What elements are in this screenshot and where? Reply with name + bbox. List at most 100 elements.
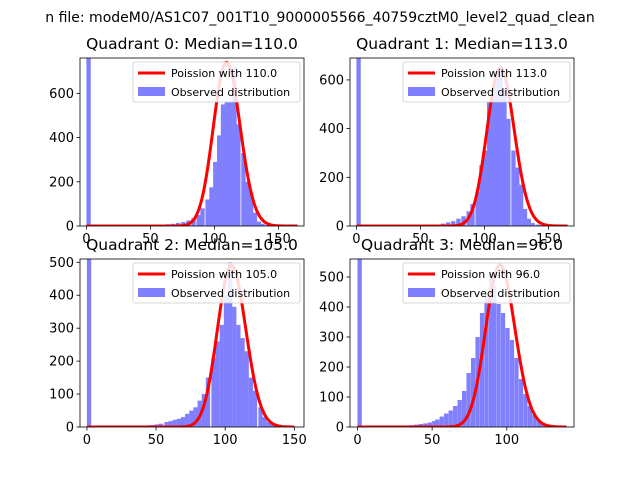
histogram-bar <box>536 421 541 427</box>
histogram-bar <box>451 221 456 226</box>
plot-area <box>356 58 568 226</box>
histogram-bar <box>209 187 214 226</box>
x-tick-label: 50 <box>412 232 429 247</box>
histogram-bar <box>86 259 92 427</box>
subplot-title: Quadrant 2: Median=105.0 <box>86 236 298 254</box>
histogram-bar <box>211 357 216 427</box>
histogram-bar <box>189 410 194 427</box>
histogram-bar <box>232 306 237 427</box>
histogram-bar <box>248 192 254 226</box>
y-tick-label: 500 <box>319 271 344 286</box>
histogram-bar <box>240 338 245 427</box>
legend-label-poisson: Poission with 110.0 <box>171 67 277 80</box>
y-tick-label: 600 <box>49 87 74 102</box>
histogram-bar <box>526 218 531 226</box>
y-tick-label: 500 <box>49 256 74 271</box>
histogram-bar <box>215 341 220 427</box>
histogram-bar <box>168 421 173 427</box>
histogram-bar <box>86 58 91 226</box>
legend-frame <box>132 61 301 103</box>
plot-area <box>357 259 567 427</box>
y-tick-label: 0 <box>336 220 344 235</box>
histogram-bar <box>470 204 475 226</box>
histogram-bar <box>439 416 444 427</box>
histogram-bar <box>448 410 453 427</box>
histogram-bar <box>176 418 182 427</box>
histogram-bar <box>265 224 270 226</box>
y-tick-label: 200 <box>319 361 344 376</box>
histogram-bar <box>466 373 471 427</box>
x-tick-label: 100 <box>472 232 497 247</box>
histogram-bar <box>483 150 488 226</box>
y-tick-label: 400 <box>49 131 74 146</box>
y-tick-label: 100 <box>319 391 344 406</box>
histogram-bar <box>490 89 496 226</box>
histogram-bar <box>500 313 506 427</box>
legend-label-observed: Observed distribution <box>441 86 560 99</box>
y-tick-label: 200 <box>49 175 74 190</box>
histogram-bar <box>456 218 461 226</box>
histogram-bar <box>470 358 476 427</box>
x-tick-label: 0 <box>352 232 360 247</box>
y-tick-label: 200 <box>49 355 74 370</box>
y-tick-label: 300 <box>49 322 74 337</box>
y-tick-label: 0 <box>66 421 74 436</box>
histogram-bar <box>244 351 249 427</box>
axes-frame <box>79 57 305 227</box>
histogram-bar <box>432 421 437 427</box>
y-tick-label: 0 <box>66 220 74 235</box>
histogram-bar <box>539 424 544 427</box>
legend-bar-swatch <box>138 87 165 96</box>
histogram-bar <box>498 67 503 226</box>
axes-frame <box>79 258 305 428</box>
y-tick-label: 200 <box>319 171 344 186</box>
y-tick-label: 600 <box>319 73 344 88</box>
histogram-bar <box>205 199 210 226</box>
histogram-bar <box>518 184 524 226</box>
poisson-curve <box>356 66 568 226</box>
axes-frame <box>349 258 575 428</box>
histogram-bar <box>435 419 440 427</box>
histogram-bar <box>245 181 250 226</box>
histogram-bar <box>227 262 233 427</box>
figure-suptitle: n file: modeM0/AS1C07_001T10_9000005566_… <box>45 10 594 26</box>
histogram-bar <box>522 208 528 226</box>
legend-label-poisson: Poission with 105.0 <box>171 268 277 281</box>
histogram-bar <box>446 222 451 226</box>
histogram-bar <box>494 75 499 226</box>
x-tick-label: 100 <box>213 433 238 448</box>
x-tick-label: 100 <box>494 433 519 448</box>
histogram-bar <box>241 153 246 226</box>
x-tick-label: 0 <box>83 433 91 448</box>
poisson-curve <box>86 60 298 226</box>
histogram-bar <box>185 413 190 427</box>
histogram-bar <box>200 208 205 226</box>
histogram-bar <box>252 212 258 226</box>
x-tick-label: 50 <box>424 433 441 448</box>
histogram-bar <box>193 407 198 427</box>
legend-label-poisson: Poission with 113.0 <box>441 67 547 80</box>
histogram-bar <box>205 377 211 427</box>
histogram-bar <box>196 214 201 226</box>
legend-frame <box>402 262 571 304</box>
subplot-1: 0 50 100 150 0 200 400 600 Quadrant 1: Median=11… <box>319 35 575 247</box>
plot-area <box>86 58 298 226</box>
histogram-bar <box>216 135 222 226</box>
histogram-bar <box>479 313 485 427</box>
histogram-bar <box>488 274 494 427</box>
axes-frame <box>349 57 575 227</box>
subplot-0: 0 50 100 150 0 200 400 600 Quadrant 0: Median=11… <box>49 35 305 247</box>
x-tick-label: 0 <box>82 232 90 247</box>
histogram-bar <box>260 223 265 226</box>
y-tick-label: 400 <box>319 122 344 137</box>
subplot-grid: 0 50 100 150 0 200 400 600 Quadrant 0: Median=11… <box>49 35 575 448</box>
histogram-bar <box>180 417 186 427</box>
poisson-curve <box>86 264 295 427</box>
histogram-bar <box>511 150 516 226</box>
histogram-bar <box>486 101 492 226</box>
histogram-bar <box>535 224 540 226</box>
y-tick-label: 400 <box>49 289 74 304</box>
histogram-bar <box>201 394 206 427</box>
plot-area <box>86 259 295 427</box>
